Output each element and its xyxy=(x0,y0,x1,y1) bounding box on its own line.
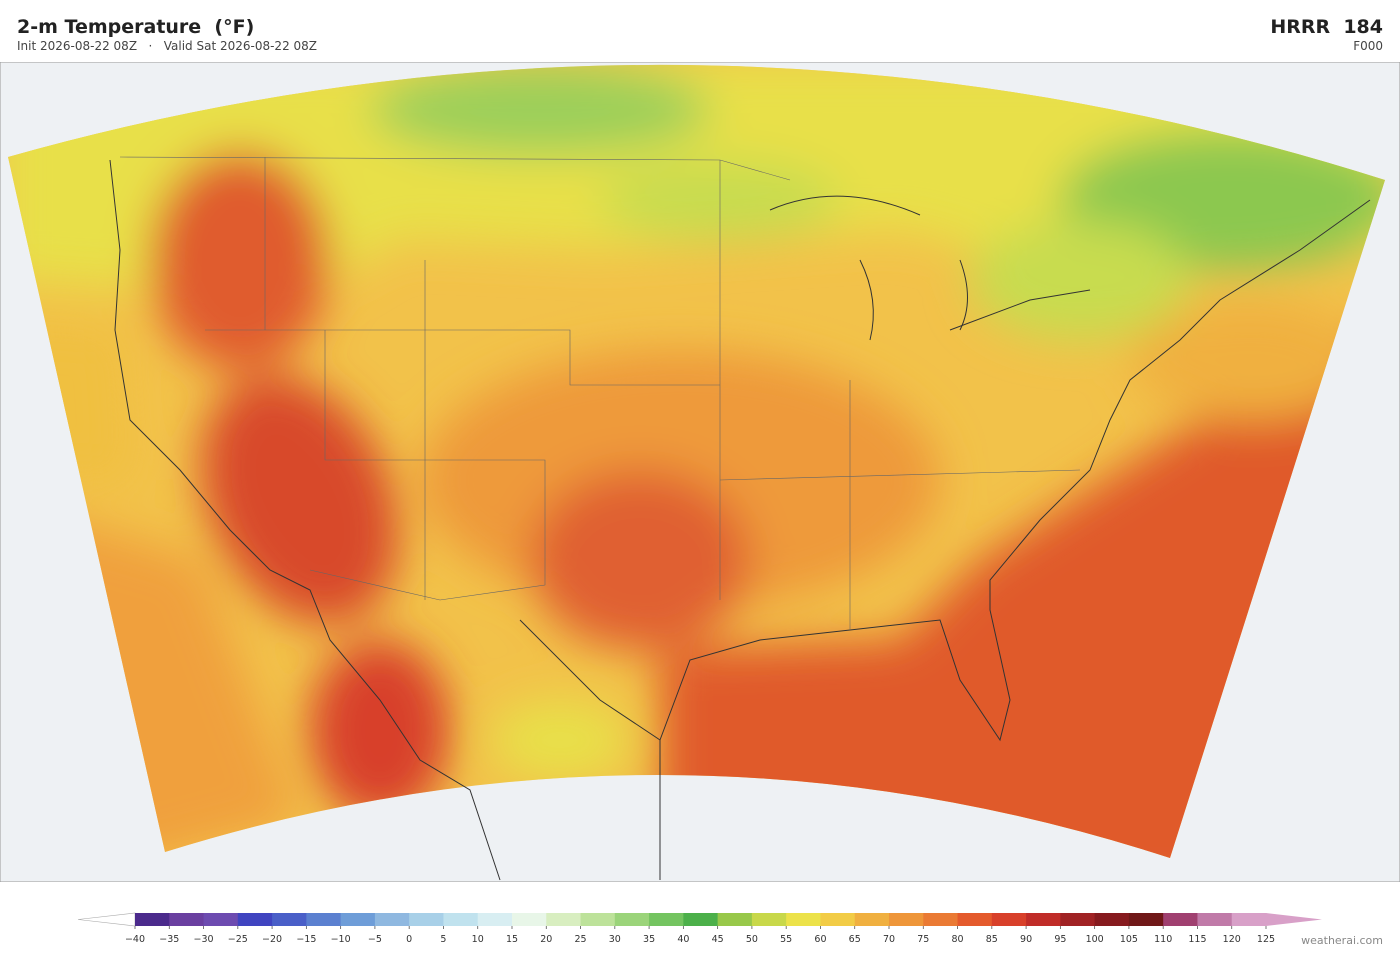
colorbar-bin xyxy=(443,913,479,926)
forecast-hour: F000 xyxy=(1353,39,1383,53)
colorbar: −40 −35 −30 −25 −20 −15 −10 −5 0 5 10 15 20 25 30 35 40 4… xyxy=(77,912,1322,945)
borders xyxy=(119,156,1081,630)
colorbar-tick-label: 10 xyxy=(472,934,484,945)
colorbar-bin xyxy=(1094,913,1130,926)
colorbar-bin xyxy=(237,913,273,926)
colorbar-tick-label: 70 xyxy=(883,934,895,945)
colorbar-tick-label: 60 xyxy=(814,934,826,945)
colorbar-tick-label: 20 xyxy=(540,934,552,945)
colorbar-tick-label: −35 xyxy=(159,934,179,945)
colorbar-bin xyxy=(1231,913,1267,926)
colorbar-bin xyxy=(1128,913,1164,926)
map xyxy=(0,62,1400,882)
colorbar-bin xyxy=(923,913,959,926)
colorbar-tick-label: 40 xyxy=(677,934,689,945)
colorbar-tick-label: 125 xyxy=(1257,934,1275,945)
colorbar-bin xyxy=(751,913,787,926)
colorbar-tick-label: 105 xyxy=(1120,934,1138,945)
colorbar-bin xyxy=(1197,913,1233,926)
colorbar-bin xyxy=(477,913,513,926)
colorbar-tick-label: 80 xyxy=(951,934,963,945)
coastlines xyxy=(109,159,1371,881)
colorbar-tick-label: 0 xyxy=(406,934,412,945)
colorbar-tick-label: 100 xyxy=(1086,934,1104,945)
colorbar-bin xyxy=(649,913,684,926)
colorbar-bin xyxy=(306,913,342,926)
colorbar-tick-label: 115 xyxy=(1188,934,1206,945)
map-title: 2-m Temperature (°F) xyxy=(17,16,255,38)
colorbar-bin xyxy=(991,913,1027,926)
colorbar-bin xyxy=(272,913,307,926)
colorbar-bin xyxy=(1060,913,1096,926)
colorbar-bin xyxy=(1163,913,1198,926)
colorbar-tick-label: 65 xyxy=(849,934,861,945)
colorbar-bin xyxy=(717,913,753,926)
colorbar-bin xyxy=(854,913,890,926)
colorbar-tick-label: 90 xyxy=(1020,934,1032,945)
colorbar-bin xyxy=(580,913,616,926)
colorbar-tick-label: 15 xyxy=(506,934,518,945)
colorbar-bin xyxy=(135,913,170,926)
colorbar-bin xyxy=(683,913,719,926)
model-name: HRRR 184 xyxy=(1270,16,1383,38)
colorbar-bin xyxy=(957,913,993,926)
colorbar-tick-label: −10 xyxy=(331,934,351,945)
colorbar-bin xyxy=(614,913,650,926)
colorbar-tick-label: 55 xyxy=(780,934,792,945)
colorbar-tick-label: 35 xyxy=(643,934,655,945)
colorbar-tick-label: 110 xyxy=(1154,934,1172,945)
colorbar-tick-label: 75 xyxy=(917,934,929,945)
colorbar-bin xyxy=(409,913,444,926)
colorbar-under xyxy=(77,912,136,927)
colorbar-tick-label: 30 xyxy=(609,934,621,945)
colorbar-bin xyxy=(786,913,821,926)
colorbar-tick-label: 50 xyxy=(746,934,758,945)
colorbar-bin xyxy=(374,913,410,926)
colorbar-tick-label: −5 xyxy=(368,934,382,945)
colorbar-tick-label: 120 xyxy=(1223,934,1241,945)
credit: weatherai.com xyxy=(1301,934,1383,947)
colorbar-tick-label: −30 xyxy=(194,934,214,945)
colorbar-tick-label: 85 xyxy=(986,934,998,945)
colorbar-tick-label: −20 xyxy=(262,934,282,945)
colorbar-tick-label: −25 xyxy=(228,934,248,945)
colorbar-tick-label: 95 xyxy=(1054,934,1066,945)
colorbar-bin xyxy=(1026,913,1061,926)
colorbar-bin xyxy=(340,913,376,926)
colorbar-tick-label: 5 xyxy=(440,934,446,945)
colorbar-bin xyxy=(512,913,547,926)
colorbar-bin xyxy=(203,913,239,926)
temperature-field xyxy=(8,64,1385,858)
colorbar-tick-label: −40 xyxy=(125,934,145,945)
colorbar-tick-label: 25 xyxy=(574,934,586,945)
colorbar-over xyxy=(1266,913,1322,926)
map-subtitle: Init 2026-08-22 08Z · Valid Sat 2026-08-… xyxy=(17,39,318,53)
colorbar-bin xyxy=(820,913,856,926)
colorbar-bin xyxy=(546,913,582,926)
colorbar-bin xyxy=(889,913,924,926)
colorbar-tick-label: −15 xyxy=(296,934,316,945)
colorbar-bin xyxy=(169,913,205,926)
colorbar-tick-label: 45 xyxy=(712,934,724,945)
